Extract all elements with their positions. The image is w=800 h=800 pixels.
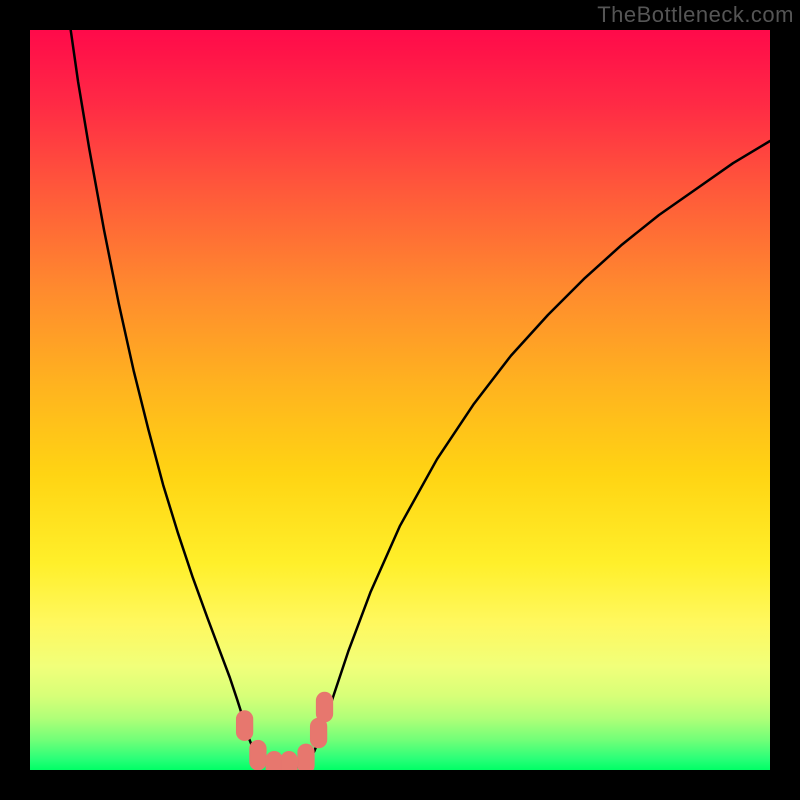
chart-svg <box>30 30 770 770</box>
curve-marker <box>250 740 266 770</box>
curve-marker <box>298 744 314 770</box>
curve-marker <box>310 718 326 748</box>
curve-marker <box>236 711 252 741</box>
curve-marker <box>266 752 282 771</box>
curve-marker <box>316 692 332 722</box>
watermark-text: TheBottleneck.com <box>597 2 794 28</box>
curve-marker <box>281 752 297 771</box>
plot-area <box>30 30 770 770</box>
